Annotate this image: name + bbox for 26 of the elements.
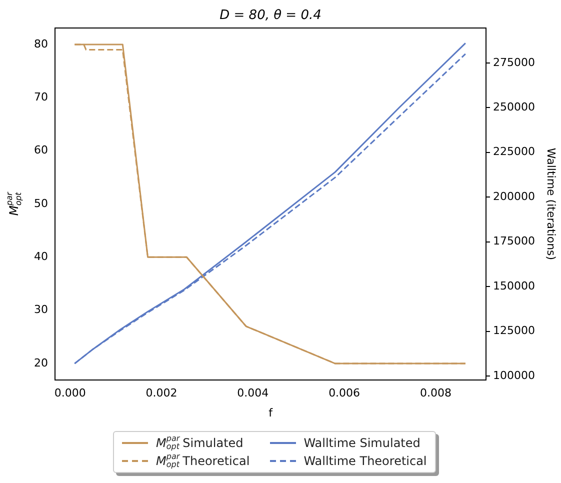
y2-tick-label: 150000 bbox=[493, 279, 535, 292]
y-tick-label: 70 bbox=[34, 90, 48, 104]
y2-tick-label: 225000 bbox=[493, 145, 535, 158]
y-tick-label: 60 bbox=[34, 144, 48, 157]
legend-label: Walltime Simulated bbox=[304, 436, 420, 450]
x-tick-label: 0.008 bbox=[420, 386, 452, 400]
x-tick-label: 0.006 bbox=[328, 386, 360, 400]
y2-tick-label: 125000 bbox=[493, 324, 535, 338]
y2-tick-label: 200000 bbox=[493, 190, 535, 203]
legend-label: Walltime Theoretical bbox=[304, 454, 427, 468]
x-tick-label: 0.000 bbox=[54, 386, 86, 400]
y2-tick-label: 250000 bbox=[493, 100, 535, 114]
y-tick-label: 80 bbox=[34, 37, 48, 50]
y2-tick-label: 275000 bbox=[493, 56, 535, 69]
x-tick-label: 0.004 bbox=[237, 386, 269, 400]
chart-title: D = 80, θ = 0.4 bbox=[220, 8, 322, 23]
y-tick-label: 50 bbox=[34, 196, 48, 210]
y-tick-label: 30 bbox=[34, 303, 48, 316]
x-tick-label: 0.002 bbox=[146, 386, 178, 400]
y2-tick-label: 175000 bbox=[493, 234, 535, 248]
x-axis-title: f bbox=[268, 406, 274, 420]
y-tick-label: 40 bbox=[34, 250, 48, 264]
y2-axis-title: Walltime (iterations) bbox=[544, 148, 558, 260]
y-axis-title: Mparopt bbox=[5, 191, 23, 216]
y2-tick-label: 100000 bbox=[493, 368, 535, 382]
y-tick-label: 20 bbox=[34, 356, 48, 370]
